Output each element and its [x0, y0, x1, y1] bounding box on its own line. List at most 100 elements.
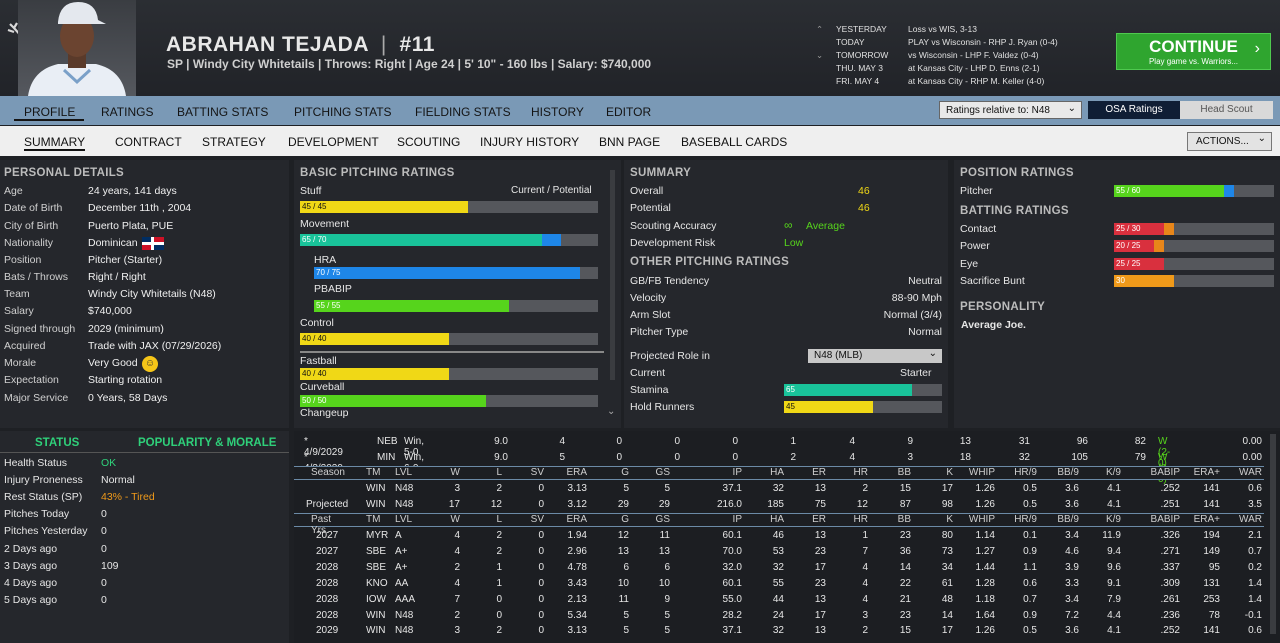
column-header[interactable]: BABIP	[1150, 467, 1180, 478]
pitching-scrollbar[interactable]	[610, 170, 615, 380]
tab-editor[interactable]: EDITOR	[606, 105, 652, 119]
schedule-spacer	[816, 75, 836, 88]
column-header[interactable]: IP	[732, 514, 742, 525]
tab-status[interactable]: STATUS	[35, 437, 80, 449]
column-header[interactable]: ERA	[566, 514, 587, 525]
stat-cell: 13	[814, 593, 826, 605]
column-header[interactable]: BB/9	[1057, 467, 1079, 478]
column-header[interactable]: HR	[853, 514, 868, 525]
column-header[interactable]: SV	[530, 467, 544, 478]
column-header[interactable]: TM	[366, 514, 381, 525]
tab-fielding-stats[interactable]: FIELDING STATS	[415, 105, 511, 119]
column-header[interactable]: ER	[812, 514, 826, 525]
column-header[interactable]: BB	[897, 467, 911, 478]
pitch-rating-name: Stuff	[300, 185, 322, 197]
column-header[interactable]: K	[946, 514, 953, 525]
schedule-desc[interactable]: Loss vs WIS, 3-13	[908, 24, 977, 34]
stamina-value: 65	[786, 385, 795, 394]
stat-cell: 17	[814, 561, 826, 573]
column-header[interactable]: WAR	[1239, 514, 1262, 525]
dominican-flag-icon	[142, 237, 164, 250]
column-header[interactable]: HR	[853, 467, 868, 478]
column-header[interactable]: GS	[655, 514, 670, 525]
personal-value[interactable]: Trade with JAX (07/29/2026)	[88, 340, 222, 352]
stat-cell: .252	[1160, 625, 1180, 637]
column-header[interactable]: HA	[770, 467, 784, 478]
column-header[interactable]: G	[621, 514, 629, 525]
stats-header-row	[294, 466, 1264, 480]
continue-button[interactable]: CONTINUE Play game vs. Warriors... ›	[1116, 33, 1271, 70]
schedule-desc[interactable]: vs Wisconsin - LHP F. Valdez (0-4)	[908, 50, 1039, 60]
column-header[interactable]: BB/9	[1057, 514, 1079, 525]
tab-history[interactable]: HISTORY	[531, 105, 584, 119]
column-header[interactable]: HR/9	[1014, 467, 1037, 478]
column-header[interactable]: BB	[897, 514, 911, 525]
column-header[interactable]: WHIP	[968, 467, 995, 478]
column-header[interactable]: HA	[770, 514, 784, 525]
actions-button[interactable]: ACTIONS... ⌄	[1187, 132, 1272, 151]
column-header[interactable]: L	[496, 467, 502, 478]
column-header[interactable]: LVL	[395, 467, 413, 478]
ratings-relative-select[interactable]: Ratings relative to: N48 ⌄	[939, 101, 1082, 119]
schedule-spacer	[816, 62, 836, 75]
pitch-divider	[300, 351, 604, 353]
column-header[interactable]: W	[450, 514, 460, 525]
stat-cell: 4	[862, 593, 868, 605]
subtab-contract[interactable]: CONTRACT	[115, 135, 182, 149]
column-header[interactable]: W	[450, 467, 460, 478]
column-header[interactable]: K/9	[1105, 514, 1121, 525]
column-header[interactable]: ERA+	[1193, 514, 1220, 525]
subtab-development[interactable]: DEVELOPMENT	[288, 135, 379, 149]
column-header[interactable]: ERA	[566, 467, 587, 478]
subtab-injury-history[interactable]: INJURY HISTORY	[480, 135, 580, 149]
column-header[interactable]: LVL	[395, 514, 413, 525]
column-header[interactable]: G	[621, 467, 629, 478]
subtab-summary[interactable]: SUMMARY	[24, 135, 86, 151]
column-header[interactable]: ER	[812, 467, 826, 478]
projected-role-select[interactable]: N48 (MLB) ⌄	[808, 348, 942, 363]
column-header[interactable]: TM	[366, 467, 381, 478]
column-header[interactable]: IP	[732, 467, 742, 478]
column-header[interactable]: K	[946, 467, 953, 478]
chevron-up-icon[interactable]: ⌃	[816, 24, 824, 34]
pitcher-rating-value: 55 / 60	[1116, 186, 1141, 195]
column-header[interactable]: WHIP	[968, 514, 995, 525]
schedule-desc[interactable]: at Kansas City - RHP M. Keller (4-0)	[908, 76, 1045, 86]
column-header[interactable]: WAR	[1239, 467, 1262, 478]
stat-cell: 1.4	[1248, 577, 1262, 589]
column-header[interactable]: GS	[655, 467, 670, 478]
column-header[interactable]: L	[496, 514, 502, 525]
column-header[interactable]: HR/9	[1014, 514, 1037, 525]
stats-scrollbar[interactable]	[1270, 434, 1276, 634]
tab-ratings[interactable]: RATINGS	[101, 105, 154, 119]
subtab-baseball-cards[interactable]: BASEBALL CARDS	[681, 135, 788, 149]
game-log-cell: 5	[559, 452, 565, 463]
column-header[interactable]: K/9	[1105, 467, 1121, 478]
chevron-down-icon[interactable]: ⌄	[816, 50, 824, 60]
tab-batting-stats[interactable]: BATTING STATS	[177, 105, 269, 119]
game-log-cell: 9.0	[494, 436, 508, 447]
stat-cell: 0	[538, 625, 544, 637]
head-scout-toggle[interactable]: Head Scout	[1180, 101, 1273, 119]
subtab-bnn-page[interactable]: BNN PAGE	[599, 135, 661, 149]
subtab-strategy[interactable]: STRATEGY	[202, 135, 266, 149]
stat-cell: 3	[862, 609, 868, 621]
personality-title: PERSONALITY	[960, 301, 1046, 313]
current-fill	[314, 300, 510, 312]
game-log-cell: W (2-0)	[1158, 436, 1171, 469]
chevron-down-icon[interactable]: ⌄	[607, 406, 616, 417]
schedule-desc[interactable]: PLAY vs Wisconsin - RHP J. Ryan (0-4)	[908, 37, 1058, 47]
column-header[interactable]: SV	[530, 514, 544, 525]
column-header[interactable]: BABIP	[1150, 514, 1180, 525]
subtab-scouting[interactable]: SCOUTING	[397, 135, 461, 149]
schedule-row: FRI. MAY 4 at Kansas City - RHP M. Keller…	[816, 75, 1058, 88]
tab-pitching-stats[interactable]: PITCHING STATS	[294, 105, 392, 119]
column-header[interactable]: ERA+	[1193, 467, 1220, 478]
osa-ratings-toggle[interactable]: OSA Ratings	[1088, 101, 1180, 119]
game-log-cell: 9.0	[494, 452, 508, 463]
stat-cell: .261	[1160, 593, 1180, 605]
schedule-desc[interactable]: at Kansas City - LHP D. Enns (2-1)	[908, 63, 1040, 73]
pitch-rating-bar: 70 / 75	[314, 267, 598, 279]
tab-popularity-morale[interactable]: POPULARITY & MORALE	[138, 437, 277, 449]
personal-value[interactable]: Windy City Whitetails (N48)	[88, 288, 216, 300]
